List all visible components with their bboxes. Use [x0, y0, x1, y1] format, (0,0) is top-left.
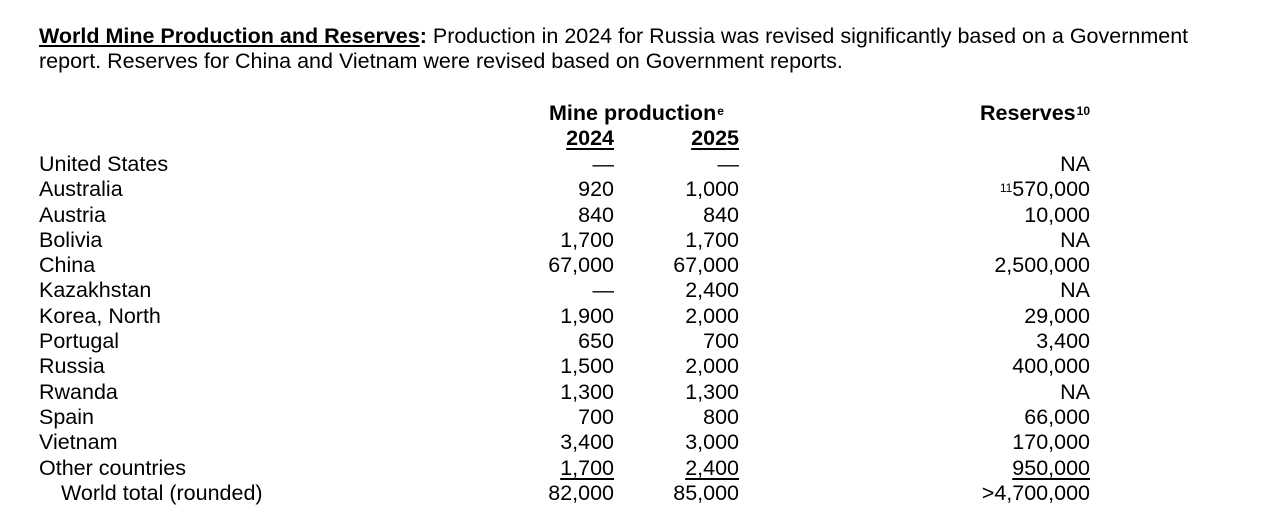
- production-2025: 1,700: [685, 227, 739, 252]
- mine-production-label: Mine production: [549, 101, 717, 125]
- reserves-value: 66,000: [1024, 404, 1090, 429]
- table-row: Austria 840 840 10,000: [0, 203, 1280, 228]
- country-name: Austria: [39, 202, 106, 227]
- country-name: Kazakhstan: [39, 278, 152, 303]
- reserves-cell: 950,000: [1008, 456, 1090, 481]
- production-2024: 1,300: [560, 379, 614, 404]
- production-2024: 1,900: [560, 303, 614, 328]
- reserves-value: NA: [1060, 379, 1090, 404]
- table-row: Bolivia 1,700 1,700 NA: [0, 228, 1280, 253]
- production-2024-cell: 1,700: [556, 456, 614, 481]
- intro-text: Production in 2024 for Russia was revise…: [39, 24, 1189, 73]
- production-2025: 1,000: [685, 177, 739, 202]
- reserves-cell: 11570,000: [1000, 177, 1090, 202]
- production-2025: 2,000: [685, 354, 739, 379]
- country-name: China: [39, 253, 96, 278]
- year-2025-header: 2025: [691, 126, 739, 150]
- table-row: Other countries 1,700 2,400 950,000: [0, 456, 1280, 481]
- country-name: Spain: [39, 404, 94, 429]
- reserves-value: NA: [1060, 227, 1090, 252]
- reserves-value: 2,500,000: [994, 253, 1090, 278]
- total-production-2025: 85,000: [673, 480, 739, 505]
- production-2025: 840: [703, 202, 739, 227]
- production-table: United States — — NA Australia 920 1,000…: [0, 152, 1280, 506]
- production-2025: 1,300: [685, 379, 739, 404]
- country-name: Russia: [39, 354, 105, 379]
- reserves-value: NA: [1060, 278, 1090, 303]
- table-row: Vietnam 3,400 3,000 170,000: [0, 430, 1280, 455]
- country-name: Vietnam: [39, 430, 118, 455]
- table-row: Portugal 650 700 3,400: [0, 329, 1280, 354]
- production-2025: 800: [703, 404, 739, 429]
- production-2024: 1,700: [560, 227, 614, 252]
- country-name: Korea, North: [39, 303, 161, 328]
- reserves-value: 29,000: [1024, 303, 1090, 328]
- reserves-label: Reserves: [980, 101, 1076, 125]
- production-2024: 650: [578, 329, 614, 354]
- total-row: World total (rounded) 82,000 85,000 >4,7…: [0, 481, 1280, 506]
- production-2024: 1,500: [560, 354, 614, 379]
- table-row: Korea, North 1,900 2,000 29,000: [0, 304, 1280, 329]
- table-row: Australia 920 1,000 11570,000: [0, 177, 1280, 202]
- production-2025: —: [717, 152, 740, 176]
- production-2025: 700: [703, 329, 739, 354]
- production-2024: 1,700: [560, 455, 614, 480]
- country-name: United States: [39, 152, 169, 176]
- country-name: Portugal: [39, 329, 120, 354]
- production-2024: 67,000: [548, 253, 614, 278]
- reserves-header: Reserves10: [980, 101, 1090, 126]
- reserves-value: 400,000: [1012, 354, 1090, 379]
- reserves-value: NA: [1060, 152, 1090, 176]
- production-2025: 2,400: [685, 455, 739, 480]
- production-2025: 2,400: [685, 278, 739, 303]
- country-name: Rwanda: [39, 379, 118, 404]
- country-name: Bolivia: [39, 227, 103, 252]
- table-row: Spain 700 800 66,000: [0, 405, 1280, 430]
- production-2025: 2,000: [685, 303, 739, 328]
- heading-colon: :: [419, 24, 427, 48]
- table-row: Rwanda 1,300 1,300 NA: [0, 380, 1280, 405]
- reserves-value: 950,000: [1012, 455, 1090, 480]
- production-2024: 700: [578, 404, 614, 429]
- country-name: Australia: [39, 177, 123, 202]
- table-row: Russia 1,500 2,000 400,000: [0, 354, 1280, 379]
- reserves-footnote: 10: [1076, 104, 1090, 118]
- table-row: United States — — NA: [0, 152, 1280, 177]
- production-2024: 3,400: [560, 430, 614, 455]
- country-name: Other countries: [39, 455, 186, 480]
- intro-paragraph: World Mine Production and Reserves: Prod…: [39, 24, 1239, 74]
- reserves-value: 170,000: [1012, 430, 1090, 455]
- table-row: Kazakhstan — 2,400 NA: [0, 278, 1280, 303]
- production-2025: 67,000: [673, 253, 739, 278]
- production-2024: —: [592, 278, 615, 303]
- mine-production-header: Mine productione: [549, 101, 724, 126]
- production-2025: 3,000: [685, 430, 739, 455]
- total-label: World total (rounded): [61, 480, 263, 505]
- section-heading: World Mine Production and Reserves: [39, 24, 420, 48]
- reserves-value: 570,000: [1012, 177, 1090, 202]
- production-2025-cell: 2,400: [681, 456, 739, 481]
- mine-production-footnote: e: [717, 104, 724, 118]
- reserves-value: 3,400: [1036, 329, 1090, 354]
- production-2024: —: [592, 152, 615, 176]
- total-production-2024: 82,000: [548, 480, 614, 505]
- reserves-value: 10,000: [1024, 202, 1090, 227]
- reserves-footnote-marker: 11: [999, 181, 1013, 196]
- production-2024: 920: [578, 177, 614, 202]
- total-reserves: >4,700,000: [981, 480, 1090, 505]
- year-2024-header: 2024: [566, 126, 614, 150]
- production-2024: 840: [578, 202, 614, 227]
- table-row: China 67,000 67,000 2,500,000: [0, 253, 1280, 278]
